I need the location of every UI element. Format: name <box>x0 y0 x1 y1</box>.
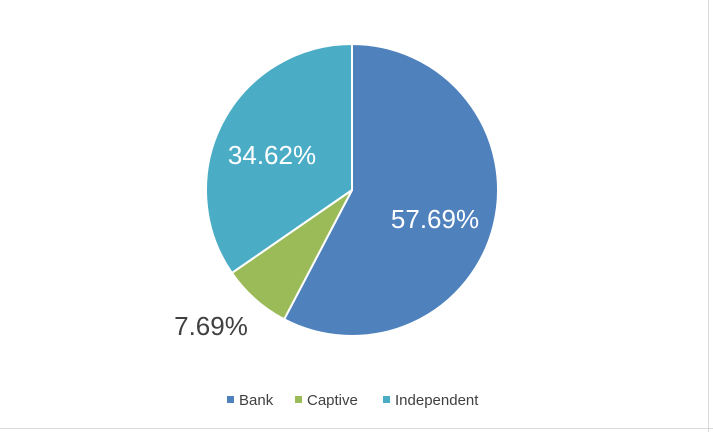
data-label-independent: 34.62% <box>228 140 316 170</box>
legend: Bank Captive Independent <box>227 392 479 409</box>
legend-swatch-bank <box>227 396 234 403</box>
legend-label-captive: Captive <box>307 392 358 409</box>
bottom-gridline <box>0 428 713 429</box>
data-label-captive: 7.69% <box>174 311 248 341</box>
legend-swatch-independent <box>383 396 390 403</box>
right-gridline <box>708 0 709 432</box>
legend-swatch-captive <box>295 396 302 403</box>
pie-data-labels: 57.69% 7.69% 34.62% <box>174 140 479 341</box>
legend-label-independent: Independent <box>395 392 479 409</box>
legend-label-bank: Bank <box>239 392 274 409</box>
data-label-bank: 57.69% <box>391 204 479 234</box>
pie-slice-bank <box>282 42 499 337</box>
pie-slice-independent <box>205 42 353 275</box>
pie-slices <box>205 42 499 337</box>
